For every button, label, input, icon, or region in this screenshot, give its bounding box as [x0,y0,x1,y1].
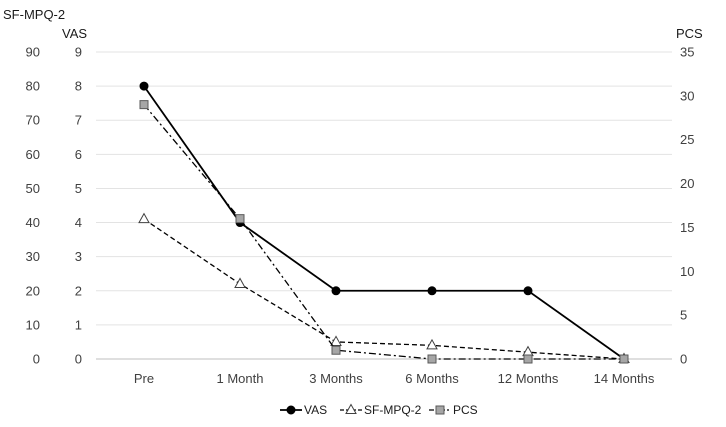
left-inner-tick-label: 0 [75,352,82,367]
gridlines [96,51,672,360]
x-axis: Pre 1 Month 3 Months 6 Months 12 Months 14 Mo… [134,371,655,386]
pcs-point [331,345,341,355]
right-tick-label: 25 [680,132,694,147]
pcs-point [435,405,445,415]
left-outer-tick-label: 50 [26,181,40,196]
x-tick-label: 1 Month [217,371,264,386]
x-tick-label: 6 Months [405,371,459,386]
left-inner-tick-label: 5 [75,181,82,196]
left-outer-axis-title: SF-MPQ-2 [3,7,65,22]
left-outer-tick-label: 20 [26,283,40,298]
sf-mpq-2-point [234,277,246,288]
pcs-point [139,100,149,110]
pcs-point [619,354,629,364]
x-tick-label: Pre [134,371,154,386]
left-inner-tick-label: 8 [75,79,82,94]
left-outer-axis: 0 10 20 30 40 50 60 70 80 90 [26,45,40,367]
right-axis-title: PCS [676,26,703,41]
right-tick-label: 35 [680,45,694,60]
left-inner-tick-label: 9 [75,45,82,60]
left-outer-tick-label: 0 [33,352,40,367]
legend-pcs-label: PCS [453,403,478,417]
x-tick-label: 12 Months [498,371,559,386]
pcs-point [523,354,533,364]
right-axis: 0 5 10 15 20 25 30 35 [680,45,694,367]
pcs-line [143,104,624,360]
series-layer [138,81,630,364]
x-tick-label: 14 Months [594,371,655,386]
legend-vas-label: VAS [304,403,327,417]
pcs-point [427,354,437,364]
left-inner-axis-title: VAS [62,26,87,41]
vas-point [427,286,437,296]
sf-mpq-2-point [138,212,150,224]
left-inner-tick-label: 6 [75,147,82,162]
sf-mpq-2-point [522,345,534,357]
right-tick-label: 15 [680,220,694,235]
x-tick-label: 3 Months [309,371,363,386]
vas-point [139,81,149,91]
left-outer-tick-label: 70 [26,113,40,128]
pcs-point [235,214,245,224]
legend: VAS SF-MPQ-2 PCS [280,403,478,417]
sf-mpq-2-line [143,218,625,360]
sf-mpq-2-point [330,335,342,346]
left-inner-tick-label: 7 [75,113,82,128]
left-inner-tick-label: 2 [75,283,82,298]
sf-mpq-2-point [426,338,438,350]
left-inner-tick-label: 1 [75,317,82,332]
left-outer-tick-label: 60 [26,147,40,162]
right-tick-label: 5 [680,308,687,323]
sf-mpq-2-point [345,403,357,414]
vas-point [523,286,533,296]
right-tick-label: 20 [680,176,694,191]
left-inner-tick-label: 4 [75,215,82,230]
left-inner-tick-label: 3 [75,249,82,264]
right-tick-label: 30 [680,88,694,103]
legend-sf-mpq-2-label: SF-MPQ-2 [364,403,422,417]
left-inner-axis: 0 1 2 3 4 5 6 7 8 9 [75,45,82,367]
left-outer-tick-label: 80 [26,79,40,94]
left-outer-tick-label: 90 [26,45,40,60]
vas-point [331,286,341,296]
right-tick-label: 10 [680,264,694,279]
right-tick-label: 0 [680,352,687,367]
left-outer-tick-label: 40 [26,215,40,230]
vas-point [286,405,296,415]
left-outer-tick-label: 10 [26,317,40,332]
left-outer-tick-label: 30 [26,249,40,264]
